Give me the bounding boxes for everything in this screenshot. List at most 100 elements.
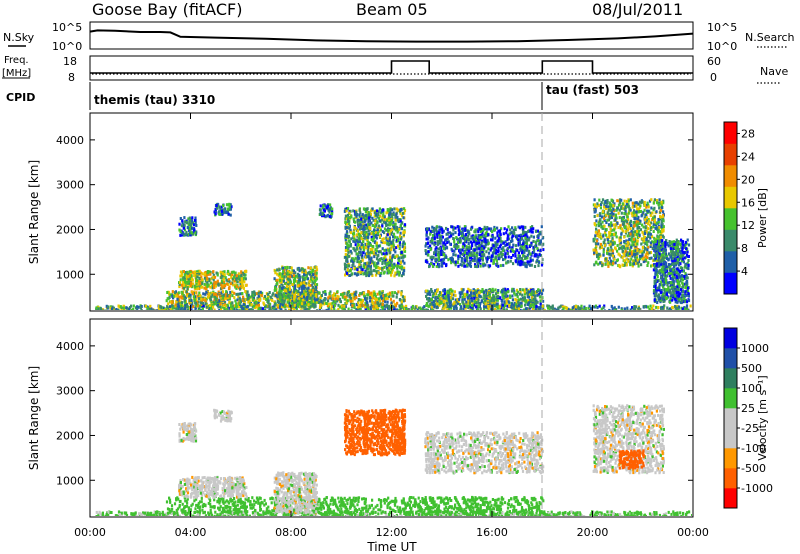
data-cell-8 <box>435 249 438 253</box>
data-cell-0 <box>306 307 309 310</box>
data-cell-8 <box>525 239 528 242</box>
data-cell-9 <box>525 291 528 295</box>
data-cell-1 <box>314 304 317 308</box>
data-cell-0 <box>179 308 182 310</box>
data-cell-7 <box>323 209 326 213</box>
data-cell-8 <box>427 227 430 231</box>
data-cell-8 <box>481 251 484 254</box>
data-cell-6 <box>396 266 399 270</box>
data-cell-0 <box>327 308 330 310</box>
data-cell-5 <box>314 300 317 304</box>
data-cell-7 <box>326 204 330 208</box>
data-cell-6 <box>366 255 369 259</box>
data-cell-0 <box>130 308 133 310</box>
data-cell-4 <box>222 211 225 215</box>
data-cell-6 <box>392 235 395 239</box>
data-cell-0 <box>332 309 335 310</box>
data-cell-0 <box>241 305 244 309</box>
data-cell-2 <box>229 282 233 286</box>
data-cell-2 <box>194 272 197 276</box>
data-cell-0 <box>314 309 317 310</box>
data-cell-1 <box>332 297 336 301</box>
data-cell-6 <box>391 227 394 231</box>
data-cell-8 <box>494 236 497 240</box>
data-cell-2 <box>219 270 222 274</box>
data-cell-8 <box>524 248 527 252</box>
data-cell-1 <box>374 300 377 304</box>
data-cell-8 <box>440 250 443 254</box>
data-cell-3 <box>190 231 193 235</box>
data-cell-6 <box>374 251 377 255</box>
data-cell-8 <box>459 263 462 267</box>
data-cell-8 <box>481 247 484 251</box>
data-cell-1 <box>221 290 225 294</box>
data-cell-0 <box>414 306 417 310</box>
data-cell-1 <box>374 295 377 298</box>
data-cell-2 <box>240 270 243 274</box>
data-cell-0 <box>425 308 428 310</box>
data-cell-1 <box>169 293 172 297</box>
data-cell-2 <box>239 278 242 282</box>
data-cell-1 <box>182 296 185 300</box>
data-cell-6 <box>359 211 362 215</box>
data-cell-1 <box>254 302 258 306</box>
data-cell-8 <box>536 229 539 233</box>
data-cell-8 <box>482 227 485 231</box>
data-cell-1 <box>346 290 349 294</box>
data-cell-8 <box>522 239 525 243</box>
data-cell-9 <box>495 295 498 299</box>
data-cell-6 <box>356 252 359 256</box>
data-cell-0 <box>145 309 148 310</box>
data-cell-1 <box>225 292 228 295</box>
data-cell-2 <box>180 274 183 278</box>
data-cell-6 <box>370 256 373 260</box>
data-cell-6 <box>367 210 370 214</box>
data-cell-4 <box>214 207 217 211</box>
data-cell-8 <box>522 242 525 246</box>
data-cell-8 <box>483 225 486 229</box>
data-cell-8 <box>457 228 460 232</box>
nsearch-label: N.Search <box>745 31 795 44</box>
data-cell-6 <box>400 267 403 271</box>
data-cell-5 <box>298 277 301 281</box>
data-cell-6 <box>400 256 403 260</box>
data-cell-6 <box>366 213 369 217</box>
data-cell-8 <box>498 229 502 233</box>
data-cell-0 <box>231 306 234 310</box>
data-cell-6 <box>386 233 389 237</box>
data-cell-6 <box>353 266 356 270</box>
data-cell-2 <box>212 283 216 287</box>
data-cell-6 <box>375 231 378 235</box>
data-cell-8 <box>519 242 522 246</box>
data-cell-8 <box>514 244 517 248</box>
data-cell-0 <box>175 307 178 310</box>
data-cell-2 <box>203 276 207 280</box>
data-cell-6 <box>374 248 377 252</box>
data-cell-8 <box>464 233 468 236</box>
data-cell-5 <box>296 284 299 288</box>
data-cell-6 <box>392 211 395 215</box>
data-cell-5 <box>283 301 286 305</box>
data-cell-8 <box>458 231 461 235</box>
data-cell-0 <box>405 307 408 310</box>
data-cell-0 <box>393 308 396 310</box>
data-cell-8 <box>505 231 508 235</box>
data-cell-6 <box>386 258 389 262</box>
data-cell-1 <box>373 293 376 297</box>
data-cell-6 <box>402 233 405 237</box>
data-cell-0 <box>423 309 426 310</box>
data-cell-6 <box>399 224 402 228</box>
data-cell-6 <box>377 231 380 235</box>
data-cell-9 <box>425 294 428 298</box>
data-cell-0 <box>663 304 666 308</box>
data-cell-8 <box>530 263 533 267</box>
data-cell-1 <box>378 292 382 296</box>
data-cell-1 <box>377 304 380 307</box>
data-cell-8 <box>437 255 440 259</box>
data-cell-5 <box>301 290 304 294</box>
data-cell-6 <box>401 211 405 215</box>
data-cell-5 <box>284 296 287 300</box>
data-cell-6 <box>399 212 402 216</box>
data-cell-1 <box>205 297 208 301</box>
data-cell-1 <box>318 300 321 304</box>
